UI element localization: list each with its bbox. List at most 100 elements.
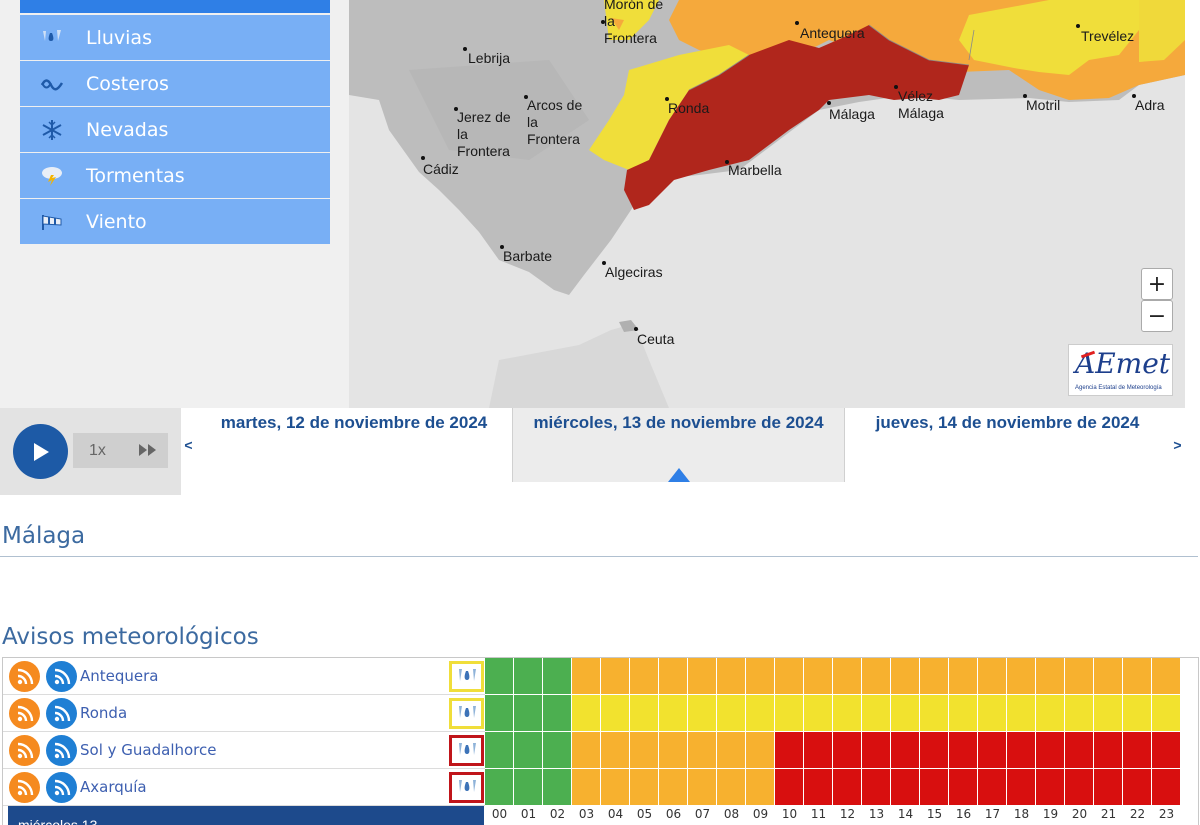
rss-feed-icon[interactable] [9,698,40,729]
rain-warning-icon[interactable] [449,772,484,803]
rss-feed-alt-icon[interactable] [46,735,77,766]
zoom-out-button[interactable]: − [1141,300,1173,332]
hour-warning-cell[interactable] [1152,658,1180,694]
hour-warning-cell[interactable] [1007,695,1035,731]
day-tab-14[interactable]: jueves, 14 de noviembre de 2024 [845,408,1170,482]
hour-warning-cell[interactable] [833,732,861,768]
hour-warning-cell[interactable] [659,658,687,694]
menu-item-nevadas[interactable]: Nevadas [20,107,330,152]
rss-feed-icon[interactable] [9,772,40,803]
hour-warning-cell[interactable] [775,658,803,694]
hour-warning-cell[interactable] [920,658,948,694]
hour-warning-cell[interactable] [978,695,1006,731]
hour-warning-cell[interactable] [746,769,774,805]
hour-warning-cell[interactable] [1065,769,1093,805]
hour-warning-cell[interactable] [949,769,977,805]
hour-warning-cell[interactable] [659,769,687,805]
hour-warning-cell[interactable] [543,732,571,768]
rain-warning-icon[interactable] [449,735,484,766]
hour-warning-cell[interactable] [1094,658,1122,694]
hour-warning-cell[interactable] [543,769,571,805]
hour-warning-cell[interactable] [949,732,977,768]
hour-warning-cell[interactable] [514,658,542,694]
hour-warning-cell[interactable] [514,695,542,731]
hour-warning-cell[interactable] [862,695,890,731]
hour-warning-cell[interactable] [978,732,1006,768]
hour-warning-cell[interactable] [601,695,629,731]
warnings-map[interactable] [349,0,1185,408]
hour-warning-cell[interactable] [688,769,716,805]
rss-feed-alt-icon[interactable] [46,698,77,729]
hour-warning-cell[interactable] [804,658,832,694]
hour-warning-cell[interactable] [514,732,542,768]
hour-warning-cell[interactable] [601,732,629,768]
hour-warning-cell[interactable] [572,769,600,805]
rss-feed-icon[interactable] [9,661,40,692]
hour-warning-cell[interactable] [543,695,571,731]
hour-warning-cell[interactable] [1152,769,1180,805]
hour-warning-cell[interactable] [775,732,803,768]
hour-warning-cell[interactable] [485,769,513,805]
hour-warning-cell[interactable] [978,769,1006,805]
hour-warning-cell[interactable] [862,769,890,805]
hour-warning-cell[interactable] [920,769,948,805]
hour-warning-cell[interactable] [572,658,600,694]
hour-warning-cell[interactable] [1065,695,1093,731]
hour-warning-cell[interactable] [920,732,948,768]
hour-warning-cell[interactable] [920,695,948,731]
hour-warning-cell[interactable] [1036,732,1064,768]
hour-warning-cell[interactable] [717,732,745,768]
hour-warning-cell[interactable] [601,769,629,805]
hour-warning-cell[interactable] [630,695,658,731]
hour-warning-cell[interactable] [833,658,861,694]
hour-warning-cell[interactable] [630,658,658,694]
rss-feed-icon[interactable] [9,735,40,766]
hour-warning-cell[interactable] [978,658,1006,694]
hour-warning-cell[interactable] [1152,732,1180,768]
hour-warning-cell[interactable] [891,732,919,768]
hour-warning-cell[interactable] [891,658,919,694]
hour-warning-cell[interactable] [804,695,832,731]
hour-warning-cell[interactable] [717,695,745,731]
hour-warning-cell[interactable] [717,769,745,805]
hour-warning-cell[interactable] [1094,769,1122,805]
hour-warning-cell[interactable] [485,732,513,768]
hour-warning-cell[interactable] [630,769,658,805]
hour-warning-cell[interactable] [1036,769,1064,805]
zoom-in-button[interactable]: + [1141,268,1173,300]
hour-warning-cell[interactable] [572,732,600,768]
hour-warning-cell[interactable] [514,769,542,805]
hour-warning-cell[interactable] [1123,769,1151,805]
hour-warning-cell[interactable] [862,732,890,768]
hour-warning-cell[interactable] [746,732,774,768]
rain-warning-icon[interactable] [449,661,484,692]
menu-item-selected[interactable] [20,0,330,13]
zone-name-link[interactable]: Antequera [80,667,159,685]
hour-warning-cell[interactable] [485,695,513,731]
menu-item-tormentas[interactable]: Tormentas [20,153,330,198]
hour-warning-cell[interactable] [1123,695,1151,731]
hour-warning-cell[interactable] [891,695,919,731]
hour-warning-cell[interactable] [746,695,774,731]
hour-warning-cell[interactable] [1036,658,1064,694]
hour-warning-cell[interactable] [804,769,832,805]
hour-warning-cell[interactable] [485,658,513,694]
hour-warning-cell[interactable] [1152,695,1180,731]
hour-warning-cell[interactable] [572,695,600,731]
play-button[interactable] [13,424,68,479]
zone-name-link[interactable]: Axarquía [80,778,147,796]
hour-warning-cell[interactable] [1007,769,1035,805]
hour-warning-cell[interactable] [543,658,571,694]
next-day-button[interactable]: > [1170,408,1185,482]
zone-name-link[interactable]: Sol y Guadalhorce [80,741,217,759]
menu-item-viento[interactable]: Viento [20,199,330,244]
hour-warning-cell[interactable] [688,658,716,694]
hour-warning-cell[interactable] [688,732,716,768]
rain-warning-icon[interactable] [449,698,484,729]
menu-item-lluvias[interactable]: Lluvias [20,15,330,60]
fast-forward-icon[interactable] [138,442,158,463]
hour-warning-cell[interactable] [1123,732,1151,768]
hour-warning-cell[interactable] [1094,732,1122,768]
rss-feed-alt-icon[interactable] [46,661,77,692]
hour-warning-cell[interactable] [1065,658,1093,694]
